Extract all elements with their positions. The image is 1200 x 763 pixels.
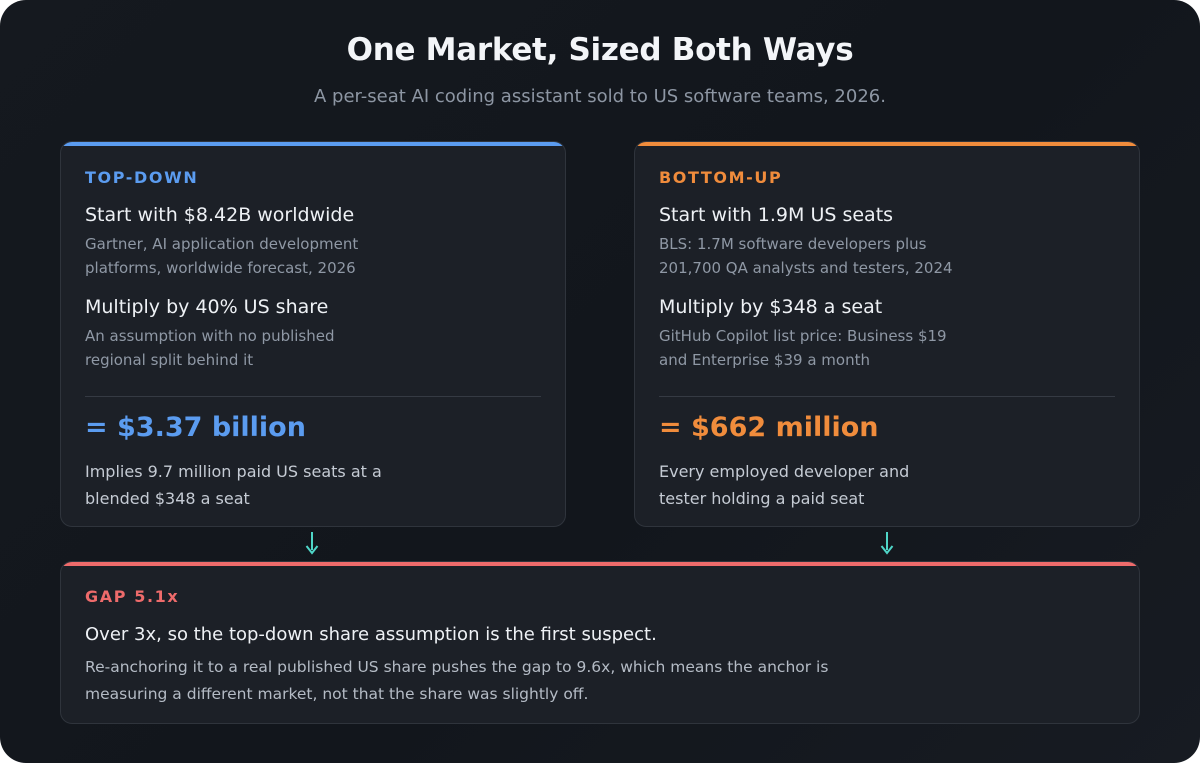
arrow-down-icon: [305, 532, 319, 555]
top-down-card: TOP-DOWN Start with $8.42B worldwide Gar…: [60, 141, 566, 527]
arrow-down-icon: [880, 532, 894, 555]
top-down-step1-note: Gartner, AI application development plat…: [85, 235, 359, 277]
gap-accent-bar: [61, 562, 1139, 566]
top-down-accent-bar: [61, 142, 565, 146]
bottom-up-accent-bar: [635, 142, 1139, 146]
bottom-up-implication: Every employed developer and tester hold…: [659, 462, 910, 508]
top-down-implication: Implies 9.7 million paid US seats at a b…: [85, 462, 382, 508]
bottom-up-label: BOTTOM-UP: [659, 168, 783, 187]
bottom-up-card: BOTTOM-UP Start with 1.9M US seats BLS: …: [634, 141, 1140, 527]
gap-headline: Over 3x, so the top-down share assumptio…: [85, 624, 657, 645]
top-down-divider: [85, 396, 541, 397]
top-down-label: TOP-DOWN: [85, 168, 199, 187]
gap-body: Re-anchoring it to a real published US s…: [85, 658, 829, 703]
gap-card: GAP 5.1x Over 3x, so the top-down share …: [60, 561, 1140, 724]
bottom-up-step1-head: Start with 1.9M US seats: [659, 204, 894, 226]
bottom-up-result: = $662 million: [659, 412, 879, 443]
bottom-up-divider: [659, 396, 1115, 397]
page-subtitle: A per-seat AI coding assistant sold to U…: [314, 86, 886, 107]
page-title: One Market, Sized Both Ways: [346, 32, 854, 68]
gap-label: GAP 5.1x: [85, 587, 180, 606]
top-down-step2-note: An assumption with no published regional…: [85, 327, 335, 369]
top-down-step1-head: Start with $8.42B worldwide: [85, 204, 355, 226]
bottom-up-step2-head: Multiply by $348 a seat: [659, 296, 883, 318]
top-down-result: = $3.37 billion: [85, 412, 306, 443]
top-down-step2-head: Multiply by 40% US share: [85, 296, 329, 318]
bottom-up-step1-note: BLS: 1.7M software developers plus 201,7…: [659, 235, 953, 277]
bottom-up-step2-note: GitHub Copilot list price: Business $19 …: [659, 327, 947, 369]
